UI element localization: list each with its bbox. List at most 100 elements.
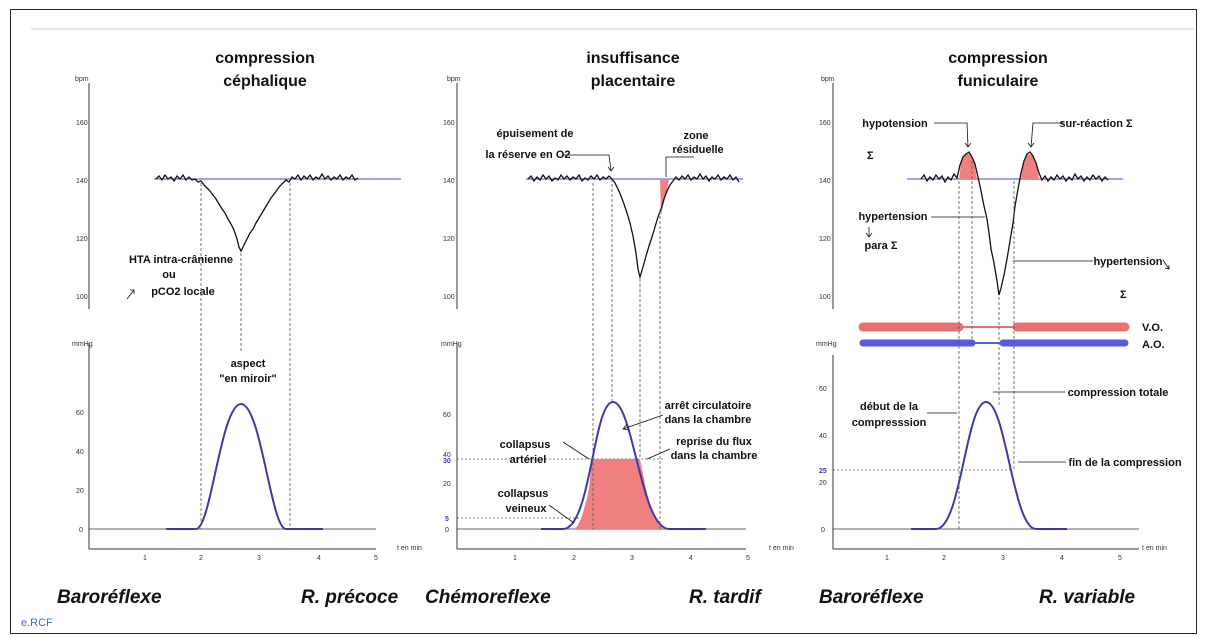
panel2-annotation-arrest: arrêt circulatoire — [665, 400, 752, 412]
panel1-annotation-miroir: "en miroir" — [219, 373, 277, 385]
panel2-annotation-zone: zone — [683, 130, 708, 142]
panel3-footer-right: R. variable — [1039, 587, 1136, 608]
panel3-fhr-trace — [920, 151, 1109, 296]
panel3-footer-left: Baroréflexe — [819, 587, 924, 608]
panel2-x-tick-2: 2 — [572, 555, 576, 562]
panel1-annotation-pco2: pCO2 locale — [151, 286, 215, 298]
panel2-arrow-arrest-icon — [622, 414, 664, 431]
panel2-annotation-collapsus-1: collapsus — [500, 439, 551, 451]
panel2-collapse-area — [575, 459, 665, 529]
panel1-fhr-tick-140: 140 — [76, 178, 88, 185]
panel1-x-tick-1: 1 — [143, 555, 147, 562]
panel3-annotation-hypertension-2: hypertension — [1093, 256, 1162, 268]
panel1-fhr-tick-100: 100 — [76, 294, 88, 301]
panel3-arrow-down-icon — [865, 227, 873, 238]
panel3-overreaction-zone — [1021, 154, 1039, 179]
panel2-annotation-venous: veineux — [506, 503, 548, 515]
panel2-fhr-tick-120: 120 — [443, 236, 455, 243]
panel1-annotation-ou: ou — [162, 269, 175, 281]
panel-placental-insufficiency: insuffisance placentaire bpm 160 140 120… — [425, 50, 794, 608]
panel3-leader-overreaction — [1030, 122, 1063, 148]
panel1-fhr-tick-160: 160 — [76, 120, 88, 127]
panel2-leader-reserve — [563, 154, 612, 172]
watermark-logo: e.RCF — [21, 617, 53, 629]
panel1-x-tick-3: 3 — [257, 555, 261, 562]
panel3-pressure-curve — [911, 400, 1067, 530]
panel2-leader-venous — [548, 504, 575, 524]
panel2-fhr-tick-140: 140 — [443, 178, 455, 185]
panel3-pressure-unit: mmHg — [816, 341, 837, 348]
panel2-annotation-reserve: la réserve en O2 — [485, 149, 570, 161]
panel3-arrow-overreaction-icon — [1027, 142, 1035, 148]
panel2-fhr-tick-100: 100 — [443, 294, 455, 301]
panel3-annotation-start-2: compresssion — [852, 417, 927, 429]
panel3-label-ao: A.O. — [1142, 339, 1165, 351]
panel2-leader-residual — [665, 156, 694, 177]
panel2-annotation-arterial: artériel — [510, 454, 547, 466]
panel2-pressure-tick-30: 30 — [443, 458, 451, 465]
panel-cephalic-compression: compression céphalique bpm 160 140 120 1… — [57, 50, 422, 608]
panel1-fhr-tick-120: 120 — [76, 236, 88, 243]
panel3-annotation-hypertension-1: hypertension — [858, 211, 927, 223]
panel2-x-tick-3: 3 — [630, 555, 634, 562]
panel1-annotation-aspect: aspect — [231, 358, 266, 370]
panel2-fhr-tick-160: 160 — [443, 120, 455, 127]
panel2-footer-left: Chémoreflexe — [425, 587, 551, 608]
panel3-pressure-tick-40: 40 — [819, 433, 827, 440]
panel1-title-line1: compression — [215, 50, 315, 67]
panel3-hypotension-zone — [959, 153, 977, 179]
panel2-annotation-chamber: dans la chambre — [665, 414, 752, 426]
panel1-pressure-unit: mmHg — [72, 341, 93, 348]
panel2-leader-resume — [646, 448, 671, 460]
panel1-pressure-tick-0: 0 — [79, 527, 83, 534]
panel3-arrow-diag-icon — [1162, 259, 1170, 270]
panel3-x-tick-1: 1 — [885, 555, 889, 562]
panel1-x-unit: t en min — [397, 545, 422, 552]
panel2-annotation-residual: résiduelle — [672, 144, 723, 156]
panel1-footer-left: Baroréflexe — [57, 587, 162, 608]
panel2-pressure-tick-0: 0 — [445, 527, 449, 534]
panel3-annotation-hypotension: hypotension — [862, 118, 928, 130]
panel3-annotation-sigma-1: Σ — [867, 150, 874, 162]
panel3-arrow-hypotension-icon — [964, 142, 972, 148]
panel3-pressure-tick-20: 20 — [819, 480, 827, 487]
panel2-pressure-tick-60: 60 — [443, 412, 451, 419]
panel2-x-tick-5: 5 — [746, 555, 750, 562]
panel3-x-unit: t en min — [1142, 545, 1167, 552]
panel3-pressure-tick-0: 0 — [821, 527, 825, 534]
panel1-pressure-tick-60: 60 — [76, 410, 84, 417]
panel3-title-line2: funiculaire — [958, 73, 1039, 90]
panel2-fhr-unit: bpm — [447, 76, 461, 83]
panel1-fhr-unit: bpm — [75, 76, 89, 83]
panel2-pressure-tick-5: 5 — [445, 516, 449, 523]
panel1-fhr-trace — [155, 172, 359, 253]
panel3-annotation-total: compression totale — [1068, 387, 1169, 399]
panel2-footer-right: R. tardif — [689, 587, 762, 608]
panel3-fhr-unit: bpm — [821, 76, 835, 83]
panel1-pressure-tick-40: 40 — [76, 449, 84, 456]
panel3-label-vo: V.O. — [1142, 322, 1163, 334]
panel2-pressure-tick-40: 40 — [443, 452, 451, 459]
panel3-annotation-sigma-2: Σ — [1120, 289, 1127, 301]
panel2-fhr-trace — [527, 172, 740, 280]
panel3-annotation-start-1: début de la — [860, 401, 919, 413]
panel3-annotation-end: fin de la compression — [1068, 457, 1181, 469]
panel3-fhr-tick-140: 140 — [819, 178, 831, 185]
panel2-x-tick-1: 1 — [513, 555, 517, 562]
panel3-fhr-tick-120: 120 — [819, 236, 831, 243]
panel3-annotation-para-sigma: para Σ — [865, 240, 898, 252]
panel1-annotation-hta: HTA intra-crânienne — [129, 254, 233, 266]
panel2-title-line1: insuffisance — [586, 50, 679, 67]
panel2-pressure-tick-20: 20 — [443, 481, 451, 488]
panel1-title-line2: céphalique — [223, 73, 307, 90]
panel3-fhr-tick-160: 160 — [819, 120, 831, 127]
panel2-annotation-resume: reprise du flux — [676, 436, 753, 448]
panel2-title-line2: placentaire — [591, 73, 676, 90]
panel3-leader-hypotension — [934, 122, 969, 148]
panel2-pressure-curve — [541, 400, 706, 530]
panel1-x-tick-2: 2 — [199, 555, 203, 562]
panel1-pressure-curve — [166, 402, 323, 530]
panel3-pressure-tick-60: 60 — [819, 386, 827, 393]
panel1-x-tick-4: 4 — [317, 555, 321, 562]
panel2-arrow-down-icon — [607, 166, 615, 172]
